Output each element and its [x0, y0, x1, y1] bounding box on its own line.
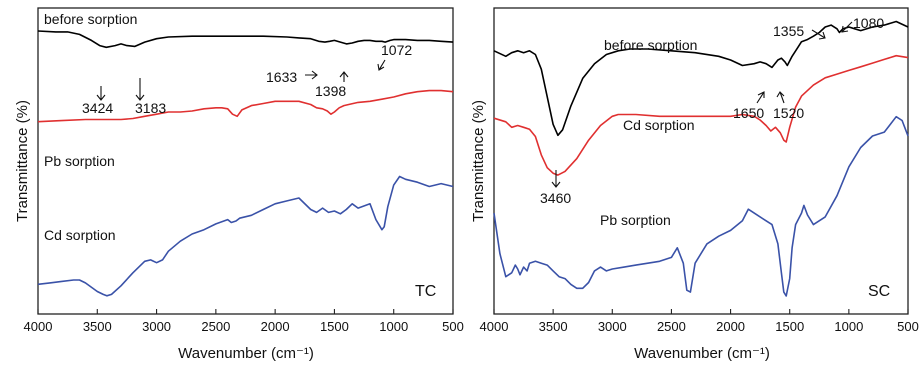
plot-frame-tc [37, 7, 454, 315]
annotation-peak-1072: 1072 [381, 42, 412, 58]
annotation-pb-sorption-sc: Pb sorption [600, 212, 671, 228]
arrow-1650 [756, 91, 765, 104]
series-cd-sorption-tc [37, 175, 454, 297]
x-tick-label-4000-sc: 4000 [480, 319, 509, 334]
ylabel-tc: Transmittance (%) [14, 100, 31, 222]
xlabel-tc: Wavenumber (cm⁻¹) [178, 345, 314, 362]
ylabel-sc: Transmittance (%) [470, 100, 487, 222]
annotation-before-sorption-tc: before sorption [44, 11, 137, 27]
annotation-cd-sorption-sc: Cd sorption [623, 117, 695, 133]
arrow-1080 [841, 21, 853, 33]
xlabel-sc: Wavenumber (cm⁻¹) [634, 345, 770, 362]
annotation-peak-1633: 1633 [266, 69, 297, 85]
curves-sc [493, 20, 909, 297]
x-tick-label-2500-tc: 2500 [201, 319, 230, 334]
x-tick-label-3500-tc: 3500 [83, 319, 112, 334]
x-tick-label-2000-sc: 2000 [716, 319, 745, 334]
annotation-peak-3183: 3183 [135, 100, 166, 116]
curves-tc [37, 30, 454, 297]
panel-tc: 4000 3500 3000 2500 2000 1500 1000 500 Transmit… [14, 7, 464, 362]
annotation-peak-1355: 1355 [773, 23, 804, 39]
series-pb-sorption-sc [493, 115, 909, 297]
annotation-peak-3424: 3424 [82, 100, 113, 116]
arrow-1520 [776, 91, 785, 104]
x-tick-label-3000-sc: 3000 [598, 319, 627, 334]
x-tick-label-3500-sc: 3500 [539, 319, 568, 334]
series-before-sorption-sc [493, 20, 909, 137]
x-tick-label-2500-sc: 2500 [657, 319, 686, 334]
plot-frame-sc [493, 7, 909, 315]
arrow-1072 [377, 59, 386, 71]
x-tick-label-2000-tc: 2000 [261, 319, 290, 334]
series-before-sorption-tc [37, 30, 454, 49]
x-tick-label-500-sc: 500 [897, 319, 919, 334]
arrow-3183 [135, 78, 145, 101]
x-tick-label-4000-tc: 4000 [24, 319, 53, 334]
x-tick-label-1000-sc: 1000 [834, 319, 863, 334]
series-cd-sorption-sc [493, 54, 909, 176]
x-ticks-sc: 4000 3500 3000 2500 2000 1500 1000 500 [480, 309, 919, 334]
annotation-peak-3460: 3460 [540, 190, 571, 206]
annotation-pb-sorption-tc: Pb sorption [44, 153, 115, 169]
annotation-before-sorption-sc: before sorption [604, 37, 697, 53]
x-tick-label-1500-sc: 1500 [775, 319, 804, 334]
x-tick-label-3000-tc: 3000 [142, 319, 171, 334]
arrow-1633 [305, 70, 318, 80]
series-pb-sorption-tc [37, 89, 454, 123]
panel-label-tc: TC [415, 283, 436, 300]
x-tick-label-500-tc: 500 [442, 319, 464, 334]
arrow-3460 [551, 170, 561, 188]
annotation-peak-1080: 1080 [853, 15, 884, 31]
annotation-peak-1398: 1398 [315, 83, 346, 99]
arrow-3424 [96, 86, 106, 101]
arrow-1398 [339, 71, 349, 82]
annotation-peak-1520: 1520 [773, 105, 804, 121]
panel-label-sc: SC [868, 283, 890, 300]
x-tick-label-1000-tc: 1000 [379, 319, 408, 334]
annotation-cd-sorption-tc: Cd sorption [44, 227, 116, 243]
annotation-peak-1650: 1650 [733, 105, 764, 121]
arrow-1355 [811, 29, 826, 40]
panel-sc: 4000 3500 3000 2500 2000 1500 1000 500 Transmit… [470, 7, 919, 362]
x-ticks-tc: 4000 3500 3000 2500 2000 1500 1000 500 [24, 309, 464, 334]
x-tick-label-1500-tc: 1500 [320, 319, 349, 334]
